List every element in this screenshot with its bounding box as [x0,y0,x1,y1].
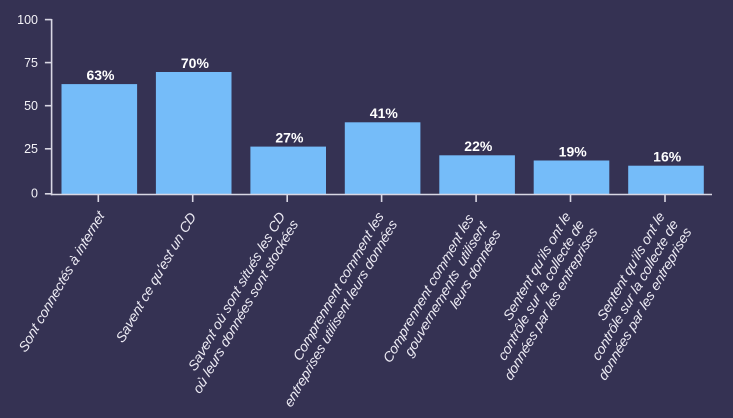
svg-text:27%: 27% [275,129,304,145]
svg-text:75: 75 [24,56,38,70]
svg-text:63%: 63% [86,67,115,83]
svg-text:22%: 22% [464,138,493,154]
svg-text:16%: 16% [653,149,682,165]
svg-text:25: 25 [24,142,38,156]
svg-text:50: 50 [24,99,38,113]
svg-text:41%: 41% [370,105,399,121]
svg-text:0: 0 [31,187,38,201]
svg-text:19%: 19% [559,143,588,159]
svg-text:100: 100 [17,13,38,27]
svg-text:70%: 70% [181,55,210,71]
